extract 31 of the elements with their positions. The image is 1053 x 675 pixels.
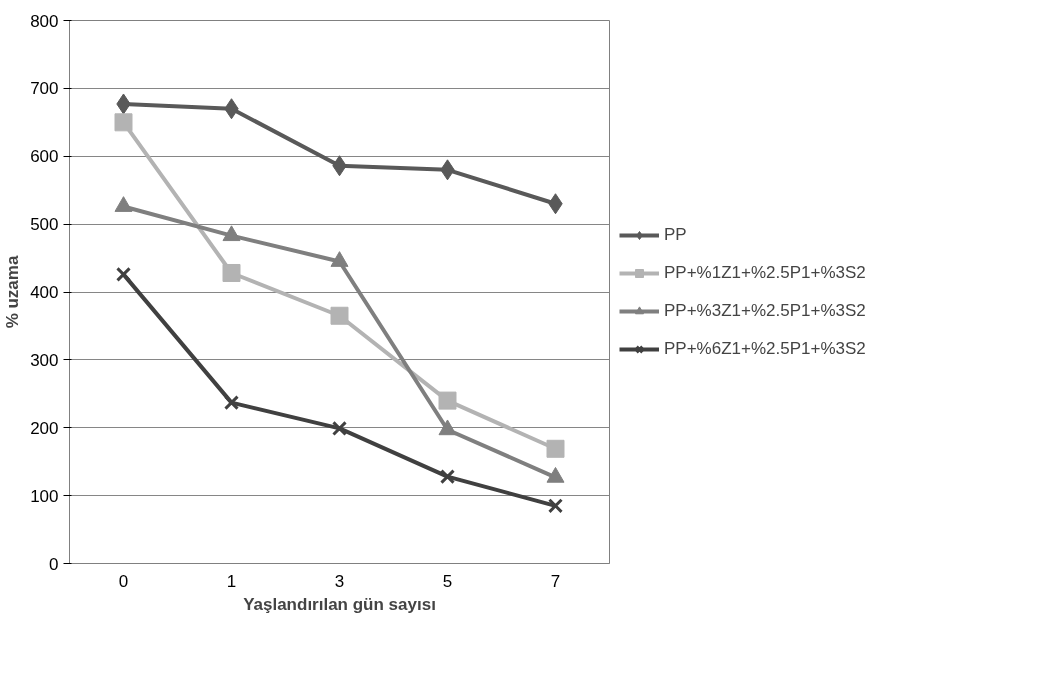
point bbox=[222, 263, 241, 282]
point bbox=[438, 419, 457, 436]
legend-label: PP+%3Z1+%2.5P1+%3S2 bbox=[664, 300, 866, 321]
y-tick-label: 0 bbox=[49, 554, 59, 574]
y-tick-label: 800 bbox=[30, 11, 59, 31]
point bbox=[331, 420, 348, 436]
x-tick-label: 5 bbox=[442, 571, 453, 591]
y-tick-label: 500 bbox=[30, 215, 59, 235]
point bbox=[439, 469, 456, 485]
legend-label: PP+%6Z1+%2.5P1+%3S2 bbox=[664, 338, 866, 359]
y-tick-label: 700 bbox=[30, 79, 59, 99]
x-tick-label: 3 bbox=[334, 571, 345, 591]
x-tick-label: 7 bbox=[550, 571, 561, 591]
x-tick-label: 0 bbox=[118, 571, 129, 591]
x-tick-label: 1 bbox=[226, 571, 237, 591]
point bbox=[547, 498, 564, 514]
y-tick-label: 200 bbox=[30, 418, 59, 438]
point bbox=[330, 306, 349, 325]
y-tick-label: 300 bbox=[30, 350, 59, 370]
y-axis-title: % uzama bbox=[3, 255, 23, 329]
point bbox=[546, 439, 565, 458]
legend-label: PP+%1Z1+%2.5P1+%3S2 bbox=[664, 262, 866, 283]
point bbox=[438, 391, 457, 410]
y-tick-label: 400 bbox=[30, 283, 59, 302]
y-tick-label: 600 bbox=[30, 147, 59, 167]
point bbox=[114, 113, 133, 132]
point bbox=[115, 266, 132, 282]
y-tick-label: 100 bbox=[30, 486, 59, 506]
point bbox=[223, 395, 240, 411]
legend-label: PP bbox=[664, 224, 687, 245]
x-axis-title: Yaşlandırılan gün sayısı bbox=[243, 594, 436, 614]
